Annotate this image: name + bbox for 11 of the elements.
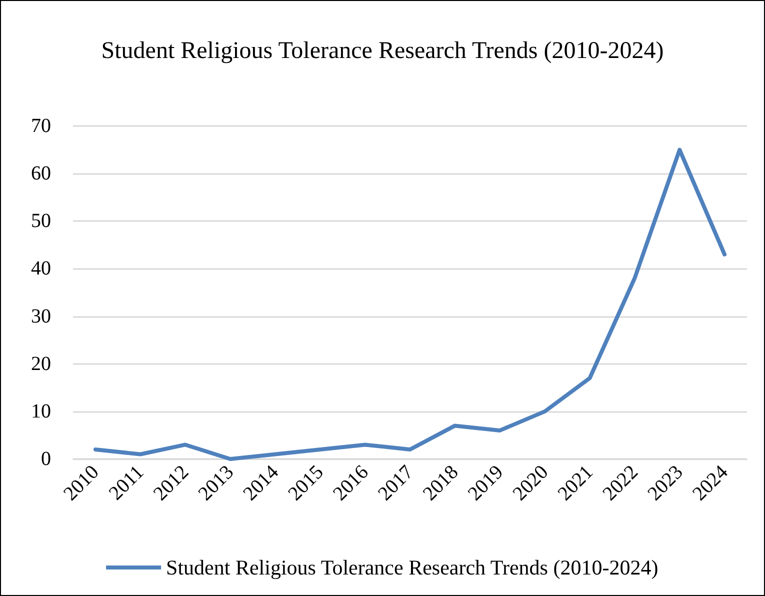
y-tick-label: 70 bbox=[31, 115, 51, 137]
chart-title: Student Religious Tolerance Research Trends (2010-2024) bbox=[101, 38, 664, 64]
y-tick-label: 50 bbox=[31, 210, 51, 232]
y-tick-label: 60 bbox=[31, 162, 51, 185]
legend-label: Student Religious Tolerance Research Trends (2010-2024) bbox=[166, 556, 658, 580]
y-tick-label: 10 bbox=[31, 400, 51, 422]
y-tick-label: 30 bbox=[31, 305, 51, 328]
y-tick-label: 40 bbox=[31, 258, 51, 280]
y-tick-label: 0 bbox=[41, 448, 51, 470]
line-series bbox=[93, 148, 727, 461]
y-tick-label: 20 bbox=[31, 352, 51, 375]
